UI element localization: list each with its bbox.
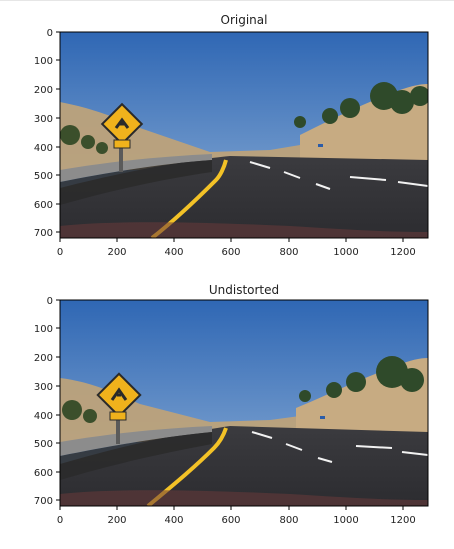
y-tick-label: 400: [34, 411, 53, 422]
x-tick: 400: [164, 506, 184, 526]
road-image: [60, 300, 428, 506]
y-tick: 400: [34, 411, 60, 422]
barrier-shadow: [60, 160, 212, 205]
x-tick-label: 200: [107, 247, 126, 258]
axes-frame: [59, 31, 429, 239]
x-tick: 0: [57, 238, 63, 258]
y-tick-label: 500: [34, 171, 53, 182]
x-tick: 600: [221, 238, 241, 258]
y-tick: 500: [34, 171, 60, 182]
x-tick-label: 1000: [333, 247, 358, 258]
plot-original: Original: [0, 0, 454, 270]
plot-title: Undistorted: [209, 283, 279, 297]
y-tick-label: 500: [34, 439, 53, 450]
plot-undistorted-svg: Undistorted: [34, 283, 429, 526]
small-blue-sign: [318, 144, 323, 147]
trees-right: [294, 82, 428, 128]
x-tick: 0: [57, 506, 63, 526]
x-tick-label: 800: [279, 515, 298, 526]
x-tick-label: 0: [57, 515, 63, 526]
barrier-shadow: [60, 432, 212, 480]
x-tick-label: 400: [164, 515, 183, 526]
y-tick-label: 100: [34, 56, 53, 67]
trees-left: [62, 400, 97, 423]
deer-sign: [100, 102, 144, 172]
x-tick: 200: [107, 238, 127, 258]
y-tick-label: 600: [34, 468, 53, 479]
x-tick-label: 1000: [333, 515, 358, 526]
plot-original-svg: Original: [34, 13, 429, 258]
barrier-top: [60, 426, 212, 456]
y-tick: 0: [47, 28, 60, 39]
y-tick-label: 0: [47, 28, 53, 39]
x-tick-label: 800: [279, 247, 298, 258]
y-tick: 600: [34, 200, 60, 211]
y-tick: 400: [34, 143, 60, 154]
x-tick-label: 1200: [390, 515, 415, 526]
y-tick-label: 700: [34, 228, 53, 239]
y-tick-label: 0: [47, 296, 53, 307]
x-tick: 1000: [333, 238, 359, 258]
y-tick: 600: [34, 468, 60, 479]
x-tick-label: 1200: [390, 247, 415, 258]
x-tick-label: 600: [221, 247, 240, 258]
y-ticks: 0 100 200 300 400 500: [34, 296, 60, 507]
x-tick: 1000: [333, 506, 359, 526]
x-tick: 1200: [390, 506, 416, 526]
y-tick-label: 300: [34, 114, 53, 125]
y-tick: 300: [34, 382, 60, 393]
x-tick: 800: [279, 506, 299, 526]
x-tick-label: 400: [164, 247, 183, 258]
y-ticks: 0 100 200 300 400 500: [34, 28, 60, 239]
y-tick-label: 300: [34, 382, 53, 393]
y-tick-label: 100: [34, 324, 53, 335]
y-tick: 200: [34, 353, 60, 364]
car-hood: [60, 222, 428, 238]
x-tick-label: 200: [107, 515, 126, 526]
x-tick: 400: [164, 238, 184, 258]
y-tick: 0: [47, 296, 60, 307]
y-tick: 700: [34, 496, 60, 507]
white-lane-lines: [249, 161, 428, 190]
y-tick: 100: [34, 56, 60, 67]
barrier-top: [60, 154, 212, 182]
y-tick-label: 600: [34, 200, 53, 211]
y-tick-label: 200: [34, 353, 53, 364]
y-tick-label: 200: [34, 85, 53, 96]
x-tick: 800: [279, 238, 299, 258]
trees-left: [60, 125, 108, 154]
small-blue-sign: [320, 416, 325, 419]
top-divider: [0, 0, 454, 1]
plot-title: Original: [221, 13, 268, 27]
x-tick: 1200: [390, 238, 416, 258]
x-tick-label: 0: [57, 247, 63, 258]
y-tick-label: 400: [34, 143, 53, 154]
x-tick: 200: [107, 506, 127, 526]
y-tick: 300: [34, 114, 60, 125]
y-tick-label: 700: [34, 496, 53, 507]
x-ticks: 0 200 400 600 800 1000: [57, 238, 416, 258]
x-tick-label: 600: [221, 515, 240, 526]
y-tick: 100: [34, 324, 60, 335]
deer-sign: [96, 372, 142, 444]
road-image: [60, 32, 428, 238]
y-tick: 200: [34, 85, 60, 96]
plot-undistorted: Undistorted: [0, 270, 454, 540]
car-hood: [60, 490, 428, 506]
x-tick: 600: [221, 506, 241, 526]
axes-frame: [59, 299, 429, 507]
y-tick: 500: [34, 439, 60, 450]
white-lane-lines: [251, 431, 428, 463]
trees-right: [299, 356, 424, 402]
x-ticks: 0 200 400 600 800 1000: [57, 506, 416, 526]
y-tick: 700: [34, 228, 60, 239]
